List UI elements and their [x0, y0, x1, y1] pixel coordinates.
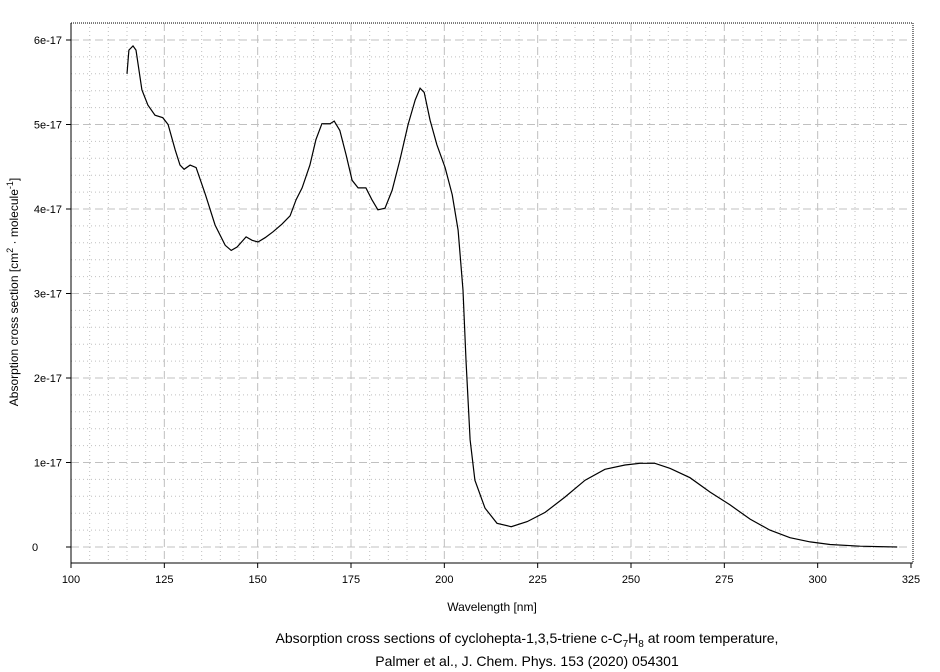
x-tick-label: 225	[528, 574, 546, 586]
x-tick-label: 325	[902, 574, 920, 586]
x-tick-label: 100	[62, 574, 80, 586]
axes	[70, 22, 914, 564]
x-axis-ticks: 100 125 150 175 200 225 250 275 300 325	[62, 563, 920, 586]
y-axis-label: Absorption cross section [cm2 · molecule…	[5, 178, 21, 406]
x-tick-label: 275	[715, 574, 733, 586]
y-tick-label: 5e-17	[34, 120, 62, 132]
x-tick-label: 175	[342, 574, 360, 586]
y-tick-label: 0	[32, 542, 38, 554]
x-tick-label: 125	[155, 574, 173, 586]
y-tick-label: 4e-17	[34, 204, 62, 216]
x-tick-label: 250	[622, 574, 640, 586]
caption-line-1: Absorption cross sections of cyclohepta-…	[276, 630, 779, 650]
y-axis-ticks: 0 1e-17 2e-17 3e-17 4e-17 5e-17 6e-17	[32, 35, 71, 554]
y-tick-label: 3e-17	[34, 289, 62, 301]
caption-line-2: Palmer et al., J. Chem. Phys. 153 (2020)…	[375, 653, 679, 669]
y-tick-label: 6e-17	[34, 35, 62, 47]
grid	[71, 22, 911, 563]
series-line	[126, 44, 898, 548]
y-tick-label: 1e-17	[34, 458, 62, 470]
x-axis-label: Wavelength [nm]	[447, 600, 537, 614]
x-tick-label: 300	[808, 574, 826, 586]
y-tick-label: 2e-17	[34, 373, 62, 385]
x-tick-label: 200	[435, 574, 453, 586]
x-tick-label: 150	[248, 574, 266, 586]
